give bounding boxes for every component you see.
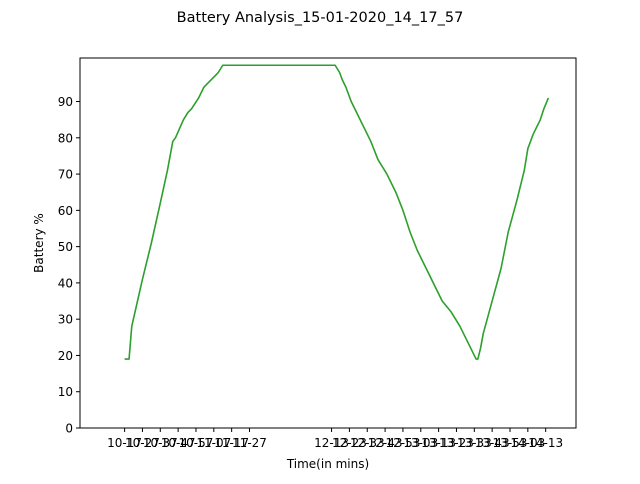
x-tick-label: 12-23 [332, 436, 367, 450]
x-tick-label: 10-27 [125, 436, 160, 450]
x-tick-label: 13-13 [421, 436, 456, 450]
y-tick-label: 0 [65, 422, 73, 436]
y-axis: 0 10 20 30 40 50 60 70 80 90 [58, 95, 80, 436]
x-tick-label: 13-03 [403, 436, 438, 450]
x-tick-label: 10-17 [107, 436, 142, 450]
x-axis-label: Time(in mins) [286, 457, 369, 471]
y-tick-label: 90 [58, 95, 73, 109]
y-tick-label: 30 [58, 313, 73, 327]
axes-frame [79, 57, 577, 429]
x-tick-label: 12-53 [385, 436, 420, 450]
y-tick-label: 60 [58, 204, 73, 218]
x-tick-label: 13-43 [475, 436, 510, 450]
x-tick-label: 10-47 [161, 436, 196, 450]
x-tick-label: 10-57 [179, 436, 214, 450]
y-tick-label: 70 [58, 168, 73, 182]
x-axis: 10-1710-2710-3710-4710-5711-0711-1711-27… [107, 428, 563, 450]
x-tick-label: 12-43 [368, 436, 403, 450]
x-tick-label: 11-27 [232, 436, 267, 450]
x-tick-label: 14-03 [510, 436, 545, 450]
y-tick-label: 50 [58, 240, 73, 254]
battery-series-line [124, 64, 550, 360]
y-tick-label: 80 [58, 131, 73, 145]
chart-title: Battery Analysis_15-01-2020_14_17_57 [177, 10, 464, 26]
x-tick-label: 11-17 [214, 436, 249, 450]
x-tick-label: 12-33 [350, 436, 385, 450]
x-tick-label: 13-53 [493, 436, 528, 450]
y-tick-label: 20 [58, 349, 73, 363]
y-tick-label: 10 [58, 385, 73, 399]
x-tick-label: 13-23 [439, 436, 474, 450]
x-tick-label: 11-07 [196, 436, 231, 450]
plot-area [124, 64, 550, 360]
x-tick-label: 14-13 [528, 436, 563, 450]
x-tick-label: 10-37 [143, 436, 178, 450]
x-tick-label: 12-13 [314, 436, 349, 450]
y-tick-label: 40 [58, 276, 73, 290]
x-tick-label: 13-33 [457, 436, 492, 450]
y-axis-label: Battery % [32, 213, 46, 273]
